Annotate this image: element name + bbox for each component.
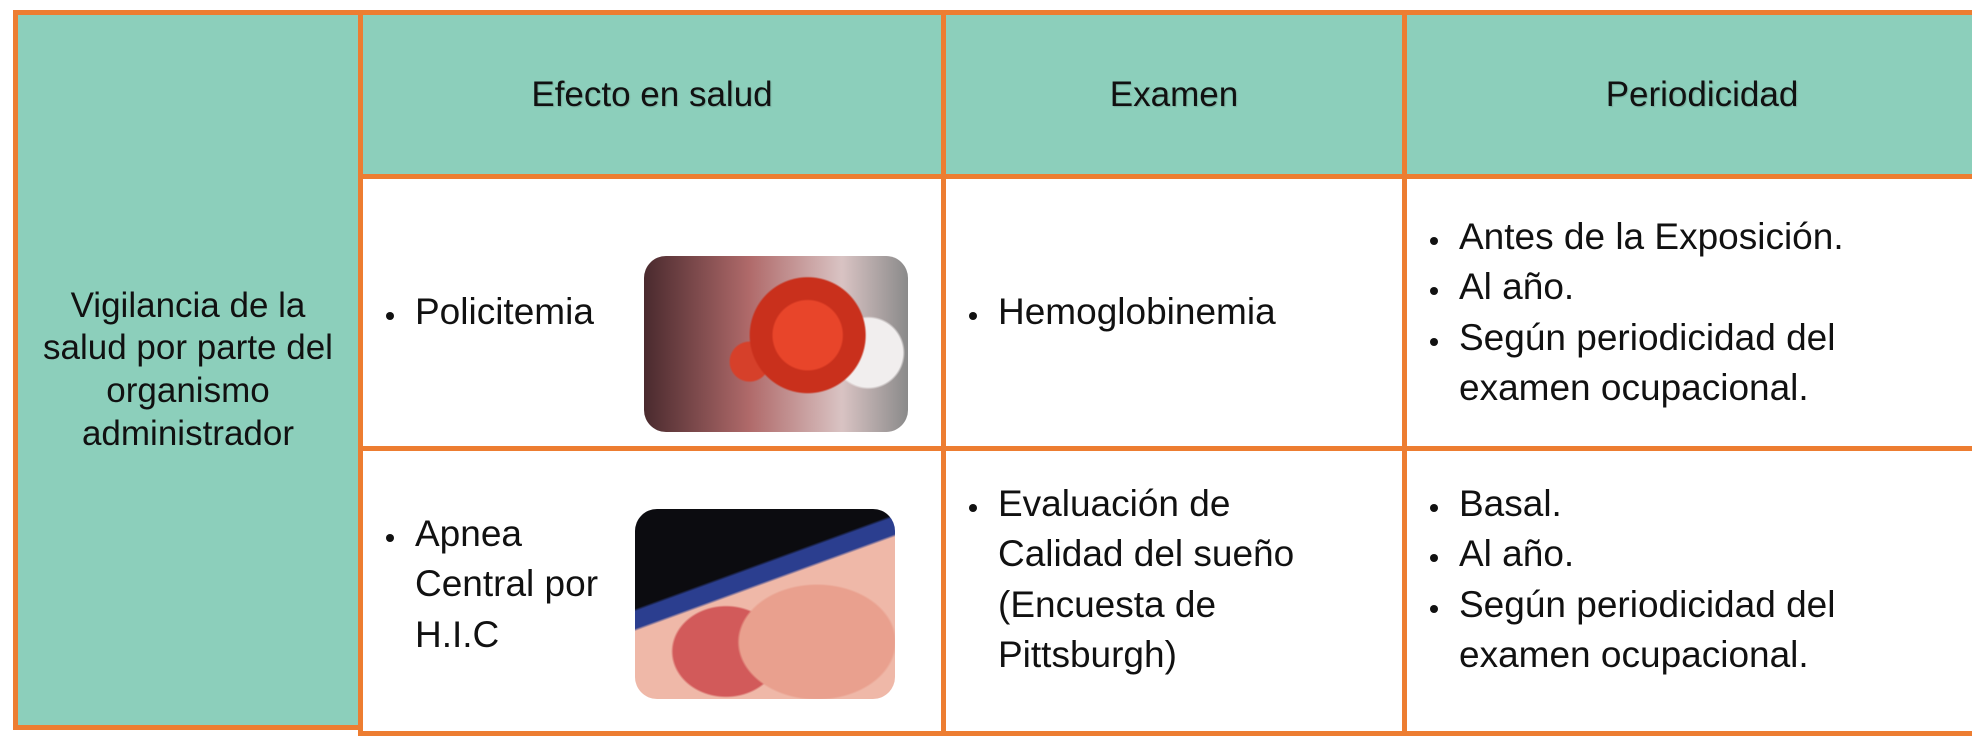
page: {"table": { "corner_label": "Vigilancia … (0, 0, 1972, 701)
exam-cell: Evaluación de Calidad del sueño (Encuest… (941, 446, 1407, 736)
row-header-text: Vigilancia de la salud por parte del org… (43, 285, 333, 453)
periodicity-item: Según periodicidad del examen ocupaciona… (1453, 313, 1953, 414)
periodicity-item: Al año. (1453, 529, 1953, 579)
exam-list: Hemoglobinemia (958, 287, 1276, 337)
row-header: Vigilancia de la salud por parte del org… (13, 10, 363, 730)
effect-list: Apnea Central por H.I.C (375, 509, 599, 660)
exam-cell: Hemoglobinemia (941, 174, 1407, 451)
header-text: Examen (1109, 74, 1239, 114)
effect-list: Policitemia (375, 287, 594, 337)
header-cell: Periodicidad (1402, 10, 1972, 179)
periodicity-item: Al año. (1453, 262, 1953, 312)
periodicity-list: Basal. Al año. Según periodicidad del ex… (1419, 479, 1953, 680)
periodicity-list: Antes de la Exposición. Al año. Según pe… (1419, 212, 1953, 413)
apnea-image (635, 509, 895, 699)
periodicity-item: Antes de la Exposición. (1453, 212, 1953, 262)
periodicity-item: Según periodicidad del examen ocupaciona… (1453, 580, 1953, 681)
blood-cells-image (644, 256, 908, 432)
exam-item: Hemoglobinemia (992, 287, 1276, 337)
periodicity-cell: Antes de la Exposición. Al año. Según pe… (1402, 174, 1972, 451)
effect-item: Policitemia (409, 287, 594, 337)
periodicity-item: Basal. (1453, 479, 1953, 529)
header-text: Efecto en salud (531, 74, 773, 114)
periodicity-cell: Basal. Al año. Según periodicidad del ex… (1402, 446, 1972, 736)
header-cell: Examen (941, 10, 1407, 179)
header-cell: Efecto en salud (358, 10, 946, 179)
exam-list: Evaluación de Calidad del sueño (Encuest… (958, 479, 1352, 680)
effect-item: Apnea Central por H.I.C (409, 509, 599, 660)
header-text: Periodicidad (1605, 74, 1799, 114)
exam-item: Evaluación de Calidad del sueño (Encuest… (992, 479, 1352, 680)
